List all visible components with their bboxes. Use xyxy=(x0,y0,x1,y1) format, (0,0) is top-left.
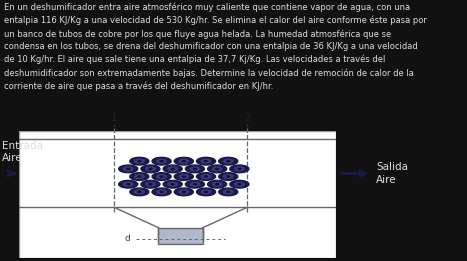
Circle shape xyxy=(174,188,193,196)
Circle shape xyxy=(219,173,238,180)
Circle shape xyxy=(171,168,174,169)
Circle shape xyxy=(216,168,219,169)
Circle shape xyxy=(227,176,230,177)
Circle shape xyxy=(130,173,149,180)
Circle shape xyxy=(193,184,196,185)
Circle shape xyxy=(152,157,171,165)
Circle shape xyxy=(174,173,193,180)
Circle shape xyxy=(238,168,241,169)
Circle shape xyxy=(185,180,205,188)
Text: d: d xyxy=(124,234,130,243)
Circle shape xyxy=(146,167,155,171)
Circle shape xyxy=(134,190,144,194)
Text: Salida
Aire: Salida Aire xyxy=(376,162,408,185)
Circle shape xyxy=(138,191,141,192)
Circle shape xyxy=(205,161,207,162)
Circle shape xyxy=(123,182,133,186)
Bar xyxy=(158,228,203,244)
Circle shape xyxy=(219,188,238,196)
Circle shape xyxy=(205,191,207,192)
Circle shape xyxy=(127,184,130,185)
Circle shape xyxy=(168,182,177,186)
Circle shape xyxy=(190,167,200,171)
Circle shape xyxy=(208,180,226,188)
Circle shape xyxy=(183,176,185,177)
Circle shape xyxy=(157,175,166,179)
Circle shape xyxy=(163,165,182,173)
Circle shape xyxy=(179,159,189,163)
Circle shape xyxy=(127,168,130,169)
Text: En un deshumificador entra aire atmosférico muy caliente que contiene vapor de a: En un deshumificador entra aire atmosfér… xyxy=(4,3,427,91)
Circle shape xyxy=(138,176,141,177)
Circle shape xyxy=(201,175,211,179)
Circle shape xyxy=(157,159,166,163)
Circle shape xyxy=(224,190,233,194)
Circle shape xyxy=(160,176,163,177)
Circle shape xyxy=(205,176,207,177)
Circle shape xyxy=(190,182,200,186)
Text: 1: 1 xyxy=(111,114,117,123)
Circle shape xyxy=(193,168,196,169)
Circle shape xyxy=(183,191,185,192)
Circle shape xyxy=(227,191,230,192)
Circle shape xyxy=(163,180,182,188)
Circle shape xyxy=(179,175,189,179)
Circle shape xyxy=(230,180,249,188)
Circle shape xyxy=(119,180,138,188)
Circle shape xyxy=(152,173,171,180)
Circle shape xyxy=(234,167,244,171)
Circle shape xyxy=(227,161,230,162)
Circle shape xyxy=(146,182,155,186)
Circle shape xyxy=(134,159,144,163)
Circle shape xyxy=(224,159,233,163)
Circle shape xyxy=(201,190,211,194)
Circle shape xyxy=(123,167,133,171)
Circle shape xyxy=(119,165,138,173)
Circle shape xyxy=(183,161,185,162)
Circle shape xyxy=(197,188,216,196)
Circle shape xyxy=(224,175,233,179)
Text: Entrada
Aire: Entrada Aire xyxy=(2,140,43,163)
Circle shape xyxy=(141,165,160,173)
Circle shape xyxy=(152,188,171,196)
Circle shape xyxy=(201,159,211,163)
Circle shape xyxy=(130,157,149,165)
Circle shape xyxy=(197,173,216,180)
Circle shape xyxy=(212,167,222,171)
Circle shape xyxy=(212,182,222,186)
Circle shape xyxy=(179,190,189,194)
Text: 2: 2 xyxy=(244,114,251,123)
Circle shape xyxy=(234,182,244,186)
Circle shape xyxy=(149,184,152,185)
Circle shape xyxy=(134,175,144,179)
Circle shape xyxy=(141,180,160,188)
Circle shape xyxy=(138,161,141,162)
Circle shape xyxy=(160,161,163,162)
Circle shape xyxy=(171,184,174,185)
Circle shape xyxy=(197,157,216,165)
Circle shape xyxy=(149,168,152,169)
Circle shape xyxy=(219,157,238,165)
Circle shape xyxy=(168,167,177,171)
Circle shape xyxy=(208,165,226,173)
Circle shape xyxy=(238,184,241,185)
Circle shape xyxy=(160,191,163,192)
Circle shape xyxy=(230,165,249,173)
Circle shape xyxy=(157,190,166,194)
Circle shape xyxy=(185,165,205,173)
Circle shape xyxy=(216,184,219,185)
Circle shape xyxy=(130,188,149,196)
Circle shape xyxy=(174,157,193,165)
